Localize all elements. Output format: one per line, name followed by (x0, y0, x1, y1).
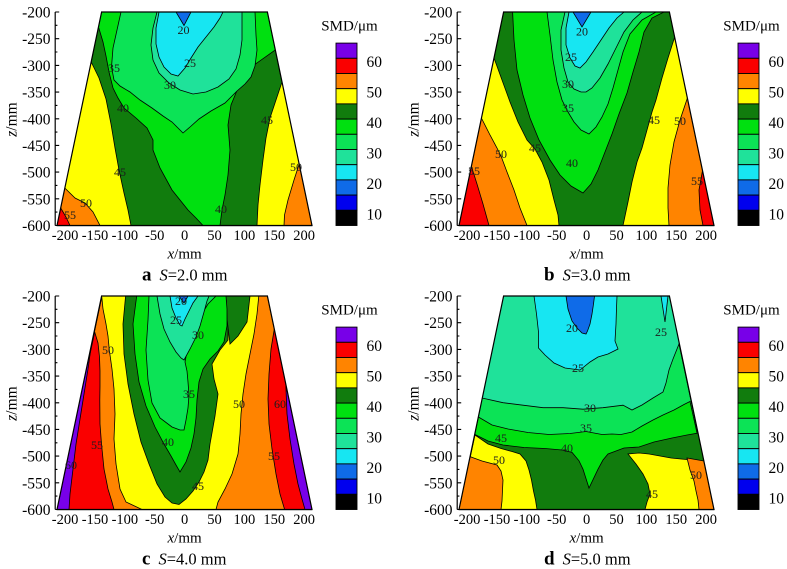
svg-text:25: 25 (655, 325, 667, 339)
svg-text:30: 30 (164, 78, 176, 92)
svg-text:25: 25 (565, 50, 577, 64)
svg-text:35: 35 (108, 61, 120, 75)
svg-text:45: 45 (261, 113, 273, 127)
svg-text:25: 25 (572, 361, 584, 375)
svg-text:60: 60 (65, 458, 77, 472)
svg-text:35: 35 (580, 421, 592, 435)
svg-text:50: 50 (102, 343, 114, 357)
svg-text:50: 50 (233, 397, 245, 411)
svg-text:50: 50 (674, 114, 686, 128)
svg-text:55: 55 (268, 449, 280, 463)
svg-text:35: 35 (183, 387, 195, 401)
svg-text:45: 45 (648, 113, 660, 127)
svg-text:40: 40 (215, 202, 227, 216)
svg-text:40: 40 (561, 441, 573, 455)
svg-text:20: 20 (576, 25, 588, 39)
svg-text:25: 25 (170, 313, 182, 327)
svg-text:50: 50 (690, 468, 702, 482)
svg-text:20: 20 (566, 321, 578, 335)
svg-text:45: 45 (529, 141, 541, 155)
svg-text:aS=2.0 mm: a S=2.0 mm (142, 265, 228, 286)
svg-text:55: 55 (64, 208, 76, 222)
svg-text:50: 50 (290, 160, 302, 174)
svg-text:30: 30 (192, 328, 204, 342)
svg-text:50: 50 (80, 196, 92, 210)
svg-text:55: 55 (468, 164, 480, 178)
svg-text:55: 55 (91, 438, 103, 452)
svg-text:25: 25 (184, 56, 196, 70)
svg-text:40: 40 (162, 435, 174, 449)
svg-text:45: 45 (114, 165, 126, 179)
svg-text:50: 50 (495, 147, 507, 161)
svg-text:40: 40 (117, 101, 129, 115)
svg-text:55: 55 (691, 174, 703, 188)
svg-text:30: 30 (562, 77, 574, 91)
svg-text:20: 20 (178, 23, 190, 37)
svg-text:45: 45 (646, 487, 658, 501)
svg-text:45: 45 (192, 479, 204, 493)
svg-text:35: 35 (562, 101, 574, 115)
svg-text:30: 30 (584, 401, 596, 415)
svg-text:40: 40 (566, 156, 578, 170)
svg-text:45: 45 (495, 431, 507, 445)
svg-text:50: 50 (493, 453, 505, 467)
svg-text:60: 60 (274, 397, 286, 411)
svg-text:cS=4.0 mm: c S=4.0 mm (142, 549, 227, 569)
svg-text:dS=5.0 mm: d S=5.0 mm (544, 549, 631, 569)
svg-text:20: 20 (175, 294, 187, 308)
svg-text:bS=3.0 mm: b S=3.0 mm (544, 265, 631, 286)
